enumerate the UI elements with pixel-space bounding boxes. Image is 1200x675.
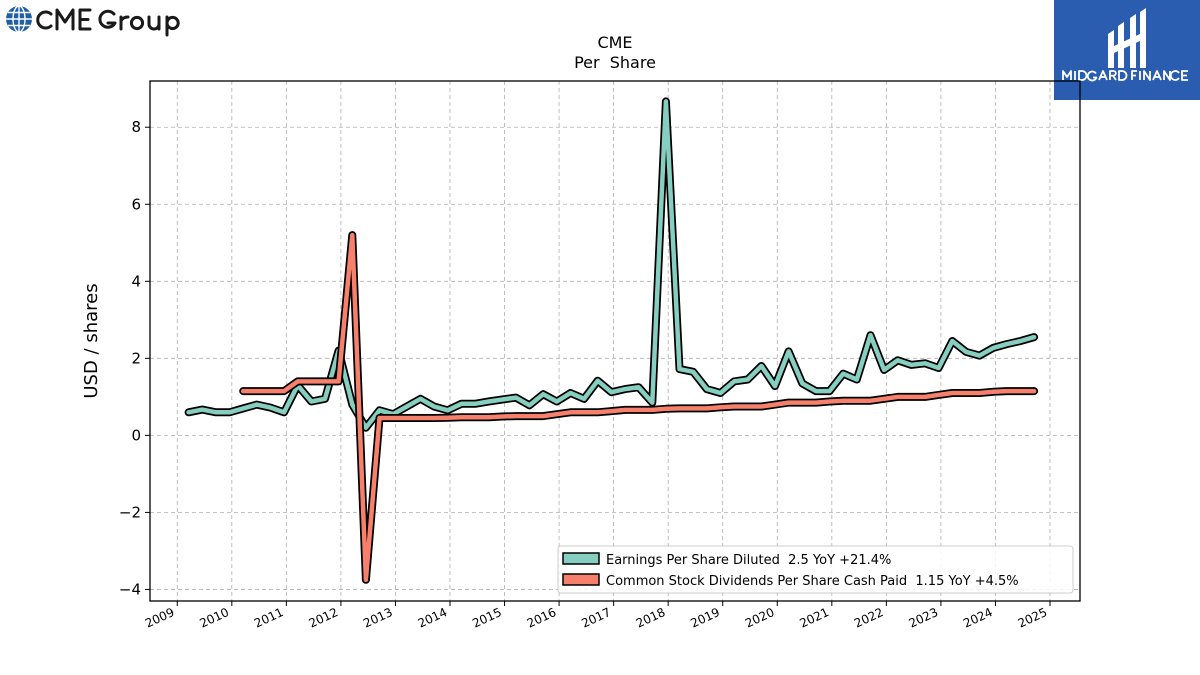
series-lines	[184, 97, 1039, 584]
x-tick-label: 2014	[416, 605, 450, 631]
cme-group-wordmark	[36, 8, 180, 37]
chart-title: CME	[597, 33, 632, 52]
x-tick-label: 2025	[1016, 605, 1050, 631]
x-tick-label: 2016	[525, 605, 559, 631]
x-tick-label: 2019	[688, 605, 722, 631]
midgard-finance-watermark	[1054, 0, 1200, 100]
x-tick-label: 2024	[961, 605, 995, 631]
legend-box	[557, 545, 1074, 594]
y-axis-label: USD / shares	[81, 283, 102, 398]
y-tick-label: 0	[131, 426, 141, 444]
x-tick-label: 2015	[470, 605, 504, 631]
y-tick-label: 4	[131, 272, 141, 290]
legend-swatch-dividends	[562, 573, 600, 586]
y-tick-label: 2	[131, 349, 141, 367]
x-tick-label: 2012	[307, 605, 341, 631]
x-tick-label: 2011	[252, 605, 286, 631]
legend-label-eps: Earnings Per Share Diluted 2.5 YoY +21.4…	[606, 553, 891, 568]
cme-group-logo	[6, 5, 180, 37]
x-tick-label: 2017	[579, 605, 613, 631]
series-1-line	[240, 232, 1037, 583]
axis-ticks: 2009 2010 2011 2012 2013 2014 2015 2016 2017 2018…	[119, 118, 1051, 631]
globe-icon	[6, 5, 32, 33]
legend: Earnings Per Share Diluted 2.5 YoY +21.4…	[557, 545, 1074, 594]
plot-frame	[149, 80, 1081, 602]
x-tick-label: 2020	[743, 605, 777, 631]
y-tick-label: −2	[119, 503, 141, 521]
y-tick-label: 8	[131, 118, 141, 136]
x-tick-label: 2018	[634, 605, 668, 631]
legend-label-dividends: Common Stock Dividends Per Share Cash Pa…	[606, 574, 1019, 589]
x-tick-label: 2023	[907, 605, 941, 631]
x-tick-label: 2021	[797, 605, 831, 631]
midgard-mark-icon	[1108, 8, 1146, 68]
x-tick-label: 2022	[852, 605, 886, 631]
gridlines	[150, 81, 1080, 601]
legend-swatch-eps	[562, 552, 600, 565]
midgard-wordmark	[1062, 70, 1188, 82]
y-tick-label: −4	[119, 580, 141, 598]
x-tick-label: 2013	[361, 605, 395, 631]
y-tick-label: 6	[131, 195, 141, 213]
chart-subtitle: Per Share	[574, 53, 656, 72]
x-tick-label: 2009	[143, 605, 177, 631]
x-tick-label: 2010	[197, 605, 231, 631]
